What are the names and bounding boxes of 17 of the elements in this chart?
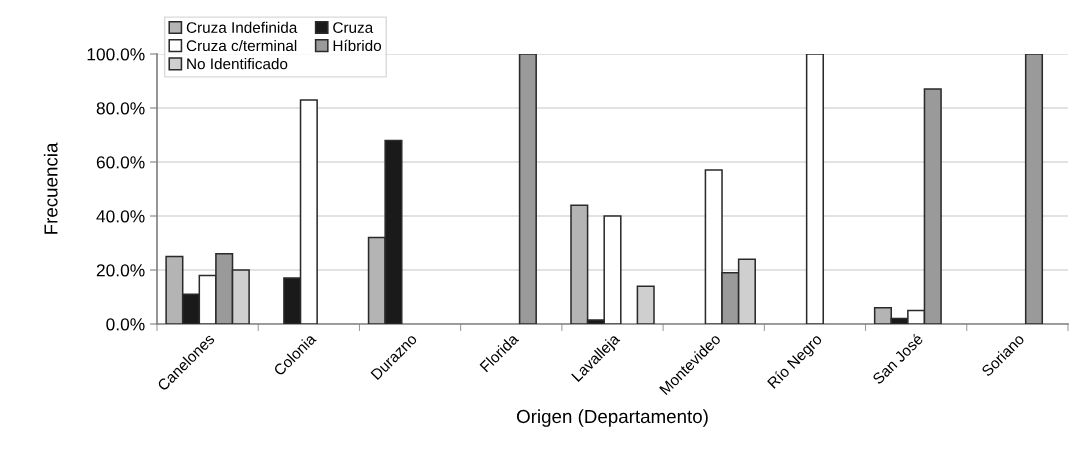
bar — [805, 54, 825, 324]
y-tick-label: 80.0% — [96, 102, 145, 115]
legend-label: Híbrido — [333, 39, 382, 52]
y-tick-label: 60.0% — [96, 156, 145, 169]
legend-label: Cruza Indefinida — [186, 21, 298, 33]
y-tick-label: 100.0% — [87, 48, 145, 61]
y-tick-label: 20.0% — [96, 264, 145, 277]
bar — [518, 54, 537, 324]
y-tick-label: 40.0% — [96, 210, 145, 223]
legend-label: Cruza c/terminal — [186, 39, 297, 52]
bar — [636, 285, 655, 324]
y-tick-label: 0.0% — [106, 318, 145, 331]
y-axis-title: Frecuencia — [43, 142, 58, 234]
bar — [1024, 54, 1044, 324]
x-axis-title: Origen (Departamento) — [517, 409, 708, 427]
legend-label: Cruza — [333, 22, 374, 33]
legend-label: No Identificado — [187, 58, 288, 70]
